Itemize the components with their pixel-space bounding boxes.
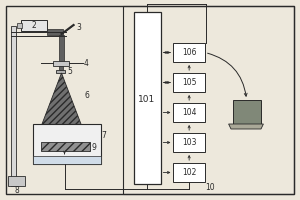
- Text: 7: 7: [101, 132, 106, 140]
- Bar: [33, 124, 101, 164]
- Text: 103: 103: [182, 138, 196, 147]
- Bar: [40, 142, 90, 151]
- Text: 104: 104: [182, 108, 196, 117]
- Bar: [21, 20, 46, 31]
- Text: 2: 2: [32, 21, 36, 30]
- Text: 10: 10: [206, 182, 215, 192]
- Text: 9: 9: [92, 142, 96, 152]
- Text: 102: 102: [182, 168, 196, 177]
- Text: 5: 5: [68, 68, 72, 76]
- Bar: [52, 61, 69, 66]
- Polygon shape: [40, 73, 82, 128]
- Bar: [134, 12, 160, 184]
- Polygon shape: [229, 124, 263, 129]
- Text: 4: 4: [83, 59, 88, 68]
- Bar: [59, 35, 64, 62]
- Text: 8: 8: [14, 186, 19, 195]
- Bar: [8, 176, 26, 186]
- Bar: [173, 163, 205, 182]
- Bar: [16, 23, 22, 28]
- Bar: [173, 43, 205, 62]
- Text: 3: 3: [76, 22, 81, 31]
- Bar: [46, 29, 63, 35]
- Text: 106: 106: [182, 48, 196, 57]
- Text: 101: 101: [138, 96, 156, 104]
- Bar: [56, 70, 65, 73]
- Bar: [173, 73, 205, 92]
- Bar: [232, 100, 261, 124]
- Bar: [59, 66, 63, 70]
- Bar: [33, 156, 101, 164]
- Bar: [173, 103, 205, 122]
- Bar: [123, 6, 294, 194]
- Text: 105: 105: [182, 78, 196, 87]
- Bar: [11, 26, 16, 186]
- Text: 6: 6: [84, 92, 89, 100]
- Bar: [173, 133, 205, 152]
